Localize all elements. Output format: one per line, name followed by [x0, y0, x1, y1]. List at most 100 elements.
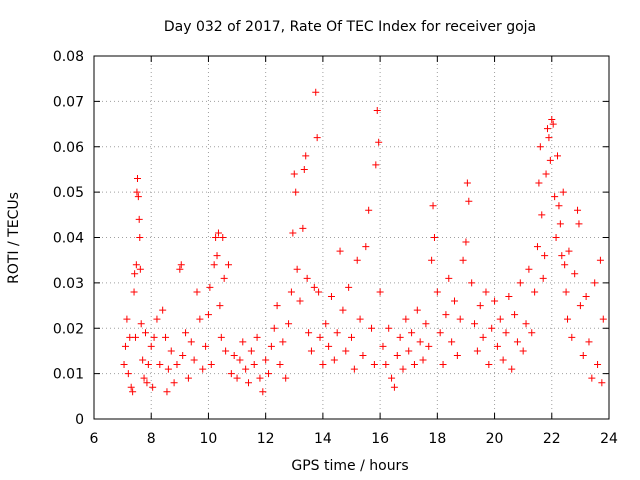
- grid-lines: [94, 56, 609, 419]
- data-point: [433, 288, 441, 296]
- data-point: [350, 365, 358, 373]
- data-point: [473, 347, 481, 355]
- data-point: [316, 333, 324, 341]
- data-point: [536, 143, 544, 151]
- y-tick-label: 0: [75, 412, 84, 428]
- data-point: [342, 347, 350, 355]
- data-point: [556, 220, 564, 228]
- data-point: [445, 274, 453, 282]
- data-point: [571, 270, 579, 278]
- data-point: [463, 179, 471, 187]
- data-point: [442, 311, 450, 319]
- data-point: [453, 351, 461, 359]
- data-point: [134, 193, 142, 201]
- data-point: [253, 333, 261, 341]
- data-point: [548, 116, 556, 124]
- data-point: [177, 261, 185, 269]
- data-point: [425, 342, 433, 350]
- data-point: [176, 265, 184, 273]
- data-point: [591, 279, 599, 287]
- data-point: [465, 197, 473, 205]
- data-point: [312, 88, 320, 96]
- data-point: [579, 351, 587, 359]
- x-tick-label: 12: [257, 431, 275, 447]
- data-point: [419, 356, 427, 364]
- data-point: [140, 374, 148, 382]
- data-point: [184, 374, 192, 382]
- x-tick-label: 18: [428, 431, 446, 447]
- data-point: [265, 370, 273, 378]
- data-point: [511, 311, 519, 319]
- data-point: [576, 302, 584, 310]
- y-tick-label: 0.05: [53, 185, 84, 201]
- data-point: [549, 120, 557, 128]
- data-point: [598, 379, 606, 387]
- data-point: [519, 347, 527, 355]
- data-point: [121, 342, 129, 350]
- data-point: [552, 234, 560, 241]
- y-tick-label: 0.01: [53, 367, 84, 383]
- data-point: [479, 333, 487, 341]
- data-point: [267, 342, 275, 350]
- data-point: [541, 252, 549, 260]
- data-point: [405, 347, 413, 355]
- data-point: [270, 324, 278, 332]
- x-tick-label: 10: [200, 431, 218, 447]
- data-point: [305, 329, 313, 337]
- data-point: [429, 202, 437, 210]
- data-point: [488, 324, 496, 332]
- data-point: [451, 297, 458, 305]
- data-point: [139, 356, 147, 364]
- data-point: [456, 315, 464, 323]
- data-point: [388, 374, 396, 382]
- data-point: [187, 338, 195, 346]
- data-point: [120, 361, 128, 369]
- data-point: [300, 165, 308, 173]
- data-point: [273, 302, 281, 310]
- data-point: [164, 365, 172, 373]
- data-point: [287, 288, 295, 296]
- data-point: [279, 338, 287, 346]
- data-point: [293, 265, 301, 273]
- data-point: [292, 188, 300, 196]
- data-point: [136, 234, 144, 241]
- y-tick-label: 0.07: [53, 94, 84, 110]
- data-point: [132, 261, 140, 269]
- data-point: [302, 152, 310, 160]
- data-point: [561, 261, 569, 269]
- data-point: [502, 329, 510, 337]
- data-point: [250, 361, 258, 369]
- data-point: [310, 283, 318, 291]
- data-point: [594, 361, 602, 369]
- data-point: [370, 361, 378, 369]
- data-point: [588, 374, 596, 382]
- x-tick-label: 24: [600, 431, 618, 447]
- data-point: [299, 224, 307, 232]
- x-tick-label: 14: [314, 431, 332, 447]
- data-point: [303, 274, 311, 282]
- y-axis-label: ROTI / TECUs: [6, 192, 22, 284]
- data-point: [430, 234, 438, 241]
- data-point: [239, 338, 247, 346]
- data-point: [133, 175, 141, 183]
- data-point: [133, 188, 141, 196]
- data-point: [162, 333, 170, 341]
- data-point: [542, 170, 550, 178]
- data-point: [390, 383, 398, 391]
- data-point: [468, 279, 476, 287]
- data-point: [513, 338, 521, 346]
- axis-ticks: [93, 55, 610, 420]
- data-point: [325, 342, 333, 350]
- data-point: [142, 329, 149, 337]
- data-point: [379, 342, 387, 350]
- x-axis-label: GPS time / hours: [291, 458, 408, 474]
- data-point: [574, 206, 582, 214]
- data-point: [143, 379, 151, 387]
- data-point: [356, 315, 364, 323]
- data-point: [436, 329, 444, 337]
- x-tick-label: 20: [486, 431, 504, 447]
- data-point: [543, 125, 551, 133]
- data-point: [289, 229, 297, 237]
- data-point: [476, 302, 484, 310]
